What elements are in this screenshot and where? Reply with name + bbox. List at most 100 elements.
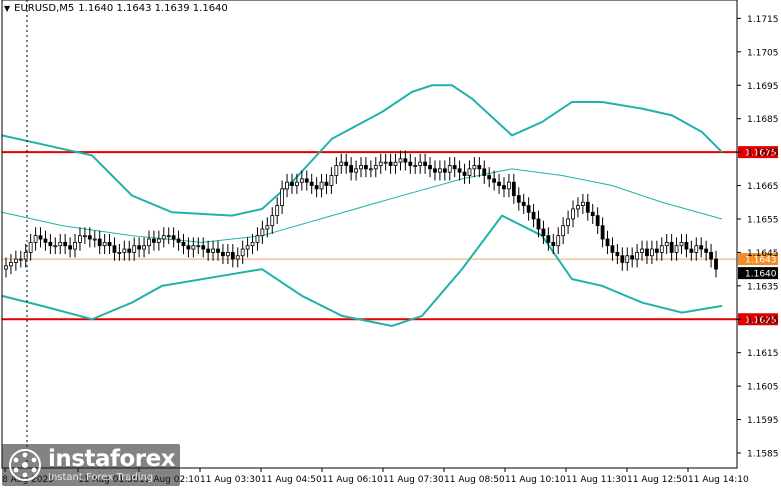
candle-body bbox=[437, 168, 442, 173]
candle-body bbox=[388, 161, 393, 166]
x-tick-label: 11 Aug 07:30 bbox=[383, 475, 444, 485]
x-tick-label: 11 Aug 06:10 bbox=[322, 475, 383, 485]
candle-body bbox=[654, 248, 659, 253]
candle-body bbox=[13, 258, 18, 263]
candle-body bbox=[250, 241, 255, 247]
candle-body bbox=[428, 165, 432, 170]
candle-body bbox=[640, 248, 644, 253]
candle-body bbox=[521, 201, 526, 206]
candle-body bbox=[457, 168, 462, 173]
candle-body bbox=[408, 161, 413, 166]
bid-label: 1.1640 bbox=[745, 270, 777, 280]
candle-body bbox=[18, 258, 23, 261]
candle-body bbox=[714, 258, 718, 270]
candle-body bbox=[161, 235, 166, 240]
candle-body bbox=[295, 181, 299, 186]
y-tick-label: 1.1605 bbox=[747, 383, 779, 393]
candle-body bbox=[526, 205, 531, 213]
dropdown-arrow-icon[interactable]: ▼ bbox=[4, 4, 11, 13]
candle-body bbox=[349, 165, 354, 173]
bid-label-bg bbox=[738, 267, 778, 280]
y-tick-label: 1.1595 bbox=[747, 416, 779, 426]
candle-body bbox=[452, 165, 457, 170]
candle-body bbox=[566, 218, 570, 227]
candle-body bbox=[63, 241, 68, 247]
candle-body bbox=[487, 175, 492, 180]
candle-body bbox=[221, 251, 225, 257]
ohlc-readout: 1.1640 1.1643 1.1639 1.1640 bbox=[78, 3, 228, 14]
candle-body bbox=[669, 241, 674, 253]
candle-body bbox=[447, 165, 452, 173]
candle-body bbox=[699, 245, 704, 250]
logo-name: instaforex bbox=[48, 445, 176, 472]
candle-body bbox=[507, 181, 511, 190]
candle-body bbox=[679, 241, 684, 247]
level-label-bg bbox=[738, 146, 778, 159]
bollinger-layer bbox=[1, 84, 723, 327]
candle-body bbox=[240, 248, 245, 257]
candle-body bbox=[472, 165, 477, 170]
candle-body bbox=[359, 165, 363, 170]
candle-body bbox=[290, 181, 294, 186]
candle-body bbox=[132, 245, 137, 253]
y-tick-label: 1.1675 bbox=[747, 149, 779, 159]
candle-body bbox=[78, 235, 82, 243]
candle-body bbox=[625, 255, 630, 263]
candle-body bbox=[462, 171, 467, 176]
logo-tagline: Instant Forex Trading bbox=[48, 471, 154, 483]
candle-body bbox=[270, 215, 275, 227]
candle-body bbox=[171, 235, 176, 240]
candle-body bbox=[152, 238, 156, 243]
candle-body bbox=[156, 238, 161, 243]
candle-body bbox=[275, 205, 280, 217]
candle-body bbox=[196, 245, 201, 248]
candle-body bbox=[309, 181, 314, 186]
candle-body bbox=[492, 178, 497, 183]
candle-body bbox=[9, 262, 13, 267]
candle-body bbox=[556, 235, 561, 247]
candle-body bbox=[378, 161, 383, 166]
candle-body bbox=[590, 211, 595, 217]
candle-body bbox=[97, 238, 102, 247]
y-tick-label: 1.1685 bbox=[747, 115, 779, 125]
candle-body bbox=[630, 255, 635, 260]
y-tick-label: 1.1655 bbox=[747, 215, 779, 225]
bollinger-middle bbox=[1, 168, 723, 243]
candle-body bbox=[260, 228, 265, 237]
candle-body bbox=[354, 168, 358, 173]
candle-body bbox=[127, 248, 132, 253]
candle-body bbox=[73, 241, 77, 250]
x-tick-label: 11 Aug 08:50 bbox=[444, 475, 505, 485]
candle-body bbox=[329, 175, 334, 186]
candle-body bbox=[181, 241, 186, 247]
candle-body bbox=[595, 215, 600, 227]
candle-body bbox=[531, 211, 536, 220]
candle-body bbox=[694, 245, 699, 253]
candle-body bbox=[650, 248, 654, 257]
candle-body bbox=[92, 238, 97, 241]
candle-body bbox=[280, 188, 285, 206]
y-tick-label: 1.1615 bbox=[747, 349, 779, 359]
candle-body bbox=[43, 238, 48, 243]
candle-body bbox=[142, 245, 146, 250]
candle-body bbox=[319, 181, 324, 190]
candle-body bbox=[82, 235, 87, 238]
candle-body bbox=[147, 238, 151, 247]
candle-body bbox=[53, 245, 58, 248]
candle-body bbox=[615, 251, 620, 257]
chart-header: ▼ EURUSD,M5 1.1640 1.1643 1.1639 1.1640 bbox=[4, 3, 228, 14]
candle-body bbox=[403, 158, 408, 163]
symbol-timeframe: EURUSD,M5 bbox=[14, 3, 75, 14]
candle-body bbox=[368, 168, 373, 171]
candle-body bbox=[137, 245, 142, 250]
plot-frame bbox=[1, 0, 738, 469]
candle-body bbox=[117, 251, 122, 254]
candle-body bbox=[344, 161, 349, 166]
x-tick-label: 11 Aug 12:50 bbox=[627, 475, 688, 485]
candle-body bbox=[38, 235, 43, 240]
candle-body bbox=[255, 235, 260, 243]
candle-body bbox=[659, 245, 664, 253]
candle-body bbox=[4, 265, 8, 270]
candle-body bbox=[235, 255, 240, 260]
